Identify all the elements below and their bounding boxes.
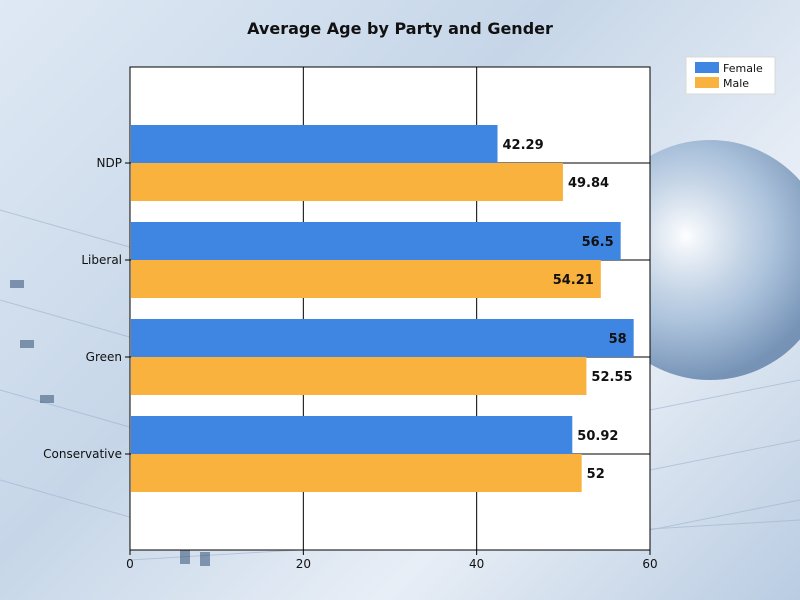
legend-label-female: Female [723, 62, 763, 75]
bar-conservative-male [131, 454, 582, 492]
tick-label-x-40: 40 [469, 557, 484, 571]
bar-ndp-male [131, 163, 563, 201]
tick-label-x-60: 60 [642, 557, 657, 571]
bar-liberal-female [131, 222, 621, 260]
tick-label-x-20: 20 [296, 557, 311, 571]
background-blocks [10, 280, 210, 566]
bar-conservative-female [131, 416, 573, 454]
x-axis-tick-labels: 0 20 40 60 [126, 557, 657, 571]
data-label-liberal-female: 56.5 [582, 235, 614, 250]
category-label-conservative: Conservative [43, 447, 122, 461]
data-label-conservative-female: 50.92 [577, 429, 618, 444]
data-label-ndp-female: 42.29 [503, 138, 544, 153]
legend-label-male: Male [723, 77, 749, 90]
category-label-green: Green [86, 350, 122, 364]
tick-label-x-0: 0 [126, 557, 134, 571]
bar-ndp-female [131, 125, 498, 163]
bar-green-male [131, 357, 587, 395]
data-label-conservative-male: 52 [587, 467, 605, 482]
chart-title: Average Age by Party and Gender [247, 19, 553, 38]
legend-swatch-female [695, 62, 719, 73]
bars [131, 125, 634, 492]
bar-liberal-male [131, 260, 601, 298]
data-labels: 42.29 49.84 56.5 54.21 58 52.55 50.92 52 [503, 138, 633, 482]
legend: Female Male [685, 56, 776, 95]
data-label-green-male: 52.55 [591, 370, 632, 385]
bar-green-female [131, 319, 634, 357]
legend-swatch-male [695, 77, 719, 88]
data-label-green-female: 58 [609, 332, 627, 347]
category-labels: NDP Liberal Green Conservative [43, 156, 122, 461]
plot-border [129, 66, 651, 551]
data-label-liberal-male: 54.21 [553, 273, 594, 288]
category-label-ndp: NDP [97, 156, 122, 170]
category-label-liberal: Liberal [81, 253, 122, 267]
data-label-ndp-male: 49.84 [568, 176, 609, 191]
